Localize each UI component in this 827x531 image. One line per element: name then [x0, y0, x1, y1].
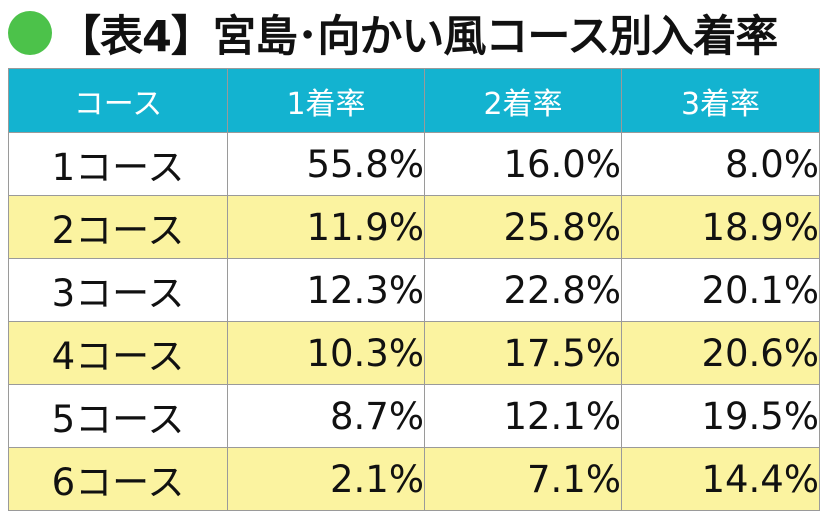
rate-cell: 19.5% — [621, 384, 820, 448]
column-header-course: コース — [8, 68, 228, 133]
table-row: 5コース 8.7% 12.1% 19.5% — [8, 384, 820, 448]
header-row: コース 1着率 2着率 3着率 — [8, 68, 820, 133]
course-label: 6コース — [8, 447, 228, 511]
rate-cell: 12.3% — [227, 258, 425, 322]
title-bar: 【表4】宮島･向かい風コース別入着率 — [0, 0, 827, 66]
rate-cell: 20.6% — [621, 321, 820, 385]
column-header-3rd-rate: 3着率 — [621, 68, 820, 133]
rate-cell: 22.8% — [424, 258, 622, 322]
rate-cell: 25.8% — [424, 195, 622, 259]
column-header-1st-rate: 1着率 — [227, 68, 425, 133]
rate-cell: 2.1% — [227, 447, 425, 511]
rate-cell: 14.4% — [621, 447, 820, 511]
rate-cell: 16.0% — [424, 132, 622, 196]
course-label: 3コース — [8, 258, 228, 322]
rate-cell: 10.3% — [227, 321, 425, 385]
rate-cell: 7.1% — [424, 447, 622, 511]
column-header-2nd-rate: 2着率 — [424, 68, 622, 133]
table-row: 4コース 10.3% 17.5% 20.6% — [8, 321, 820, 385]
data-table: コース 1着率 2着率 3着率 1コース 55.8% 16.0% 8.0% 2コ… — [8, 68, 820, 511]
table-row: 3コース 12.3% 22.8% 20.1% — [8, 258, 820, 322]
rate-cell: 12.1% — [424, 384, 622, 448]
green-dot-icon — [8, 11, 52, 55]
rate-cell: 18.9% — [621, 195, 820, 259]
rate-cell: 8.0% — [621, 132, 820, 196]
table-row: 1コース 55.8% 16.0% 8.0% — [8, 132, 820, 196]
rate-cell: 20.1% — [621, 258, 820, 322]
table-row: 6コース 2.1% 7.1% 14.4% — [8, 447, 820, 511]
table-row: 2コース 11.9% 25.8% 18.9% — [8, 195, 820, 259]
rate-cell: 11.9% — [227, 195, 425, 259]
rate-cell: 8.7% — [227, 384, 425, 448]
rate-cell: 55.8% — [227, 132, 425, 196]
course-label: 2コース — [8, 195, 228, 259]
course-label: 1コース — [8, 132, 228, 196]
course-label: 4コース — [8, 321, 228, 385]
page-title: 【表4】宮島･向かい風コース別入着率 — [58, 12, 778, 62]
course-label: 5コース — [8, 384, 228, 448]
rate-cell: 17.5% — [424, 321, 622, 385]
